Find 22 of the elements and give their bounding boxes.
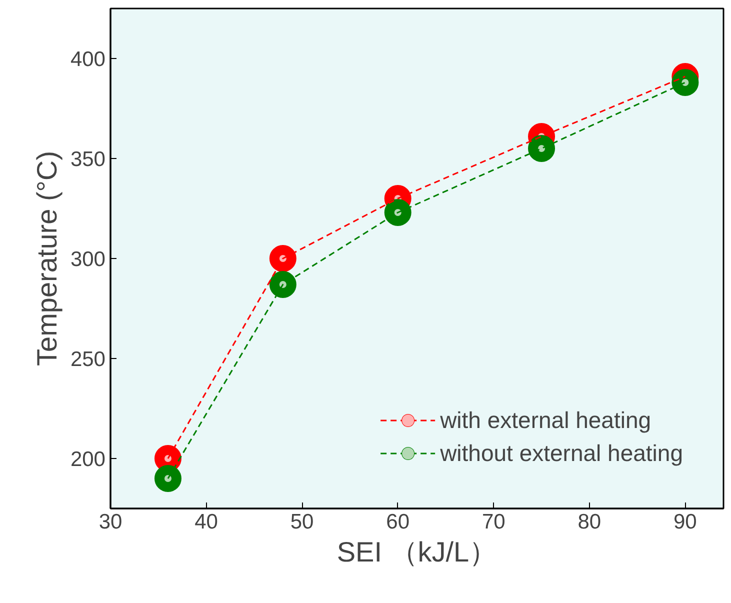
point xyxy=(269,271,296,298)
x-tick-label: 50 xyxy=(290,510,314,534)
legend-label: without external heating xyxy=(440,440,683,466)
y-tick-label: 250 xyxy=(70,348,106,371)
x-tick-label: 30 xyxy=(98,510,122,534)
y-tick-label: 200 xyxy=(70,448,106,471)
x-tick-label: 70 xyxy=(482,510,506,534)
x-tick-label: 90 xyxy=(674,510,697,534)
point xyxy=(672,69,699,96)
x-axis-title: SEI （kJ/L） xyxy=(336,536,498,568)
x-tick-label: 60 xyxy=(386,510,410,534)
y-axis-title: Temperature (°C) xyxy=(31,150,62,366)
x-tick-label: 80 xyxy=(578,510,602,534)
y-tick-label: 300 xyxy=(70,248,106,271)
legend-label: with external heating xyxy=(440,406,652,434)
x-tick-label: 40 xyxy=(194,510,218,534)
point xyxy=(269,245,296,272)
y-tick-label: 400 xyxy=(70,48,106,71)
point xyxy=(154,465,182,492)
point xyxy=(528,135,556,162)
point xyxy=(384,199,412,226)
y-tick-label: 350 xyxy=(70,148,106,171)
